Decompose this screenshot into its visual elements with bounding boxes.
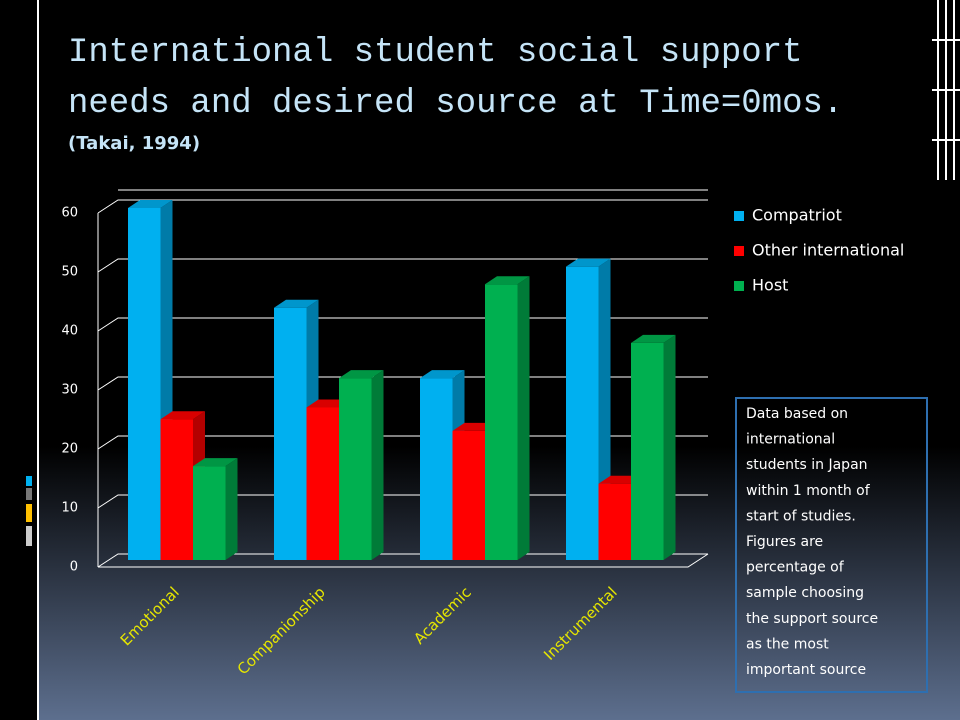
deco [26, 504, 32, 522]
y-tick-label: 10 [61, 501, 78, 516]
legend-swatch [734, 246, 744, 256]
grid-line [97, 258, 708, 273]
bar-front [128, 208, 161, 560]
y-tick-label: 30 [61, 383, 78, 398]
y-tick-label: 0 [70, 560, 78, 575]
bar-side [517, 276, 530, 560]
deco [26, 476, 32, 486]
y-tick-label: 60 [61, 206, 78, 221]
bar [339, 370, 384, 560]
note-line: Data based on [746, 406, 848, 422]
bar-side [663, 334, 676, 560]
note-box [735, 397, 928, 693]
note-line: sample choosing [746, 585, 864, 601]
note-line: international [746, 432, 835, 448]
bar-top [631, 334, 676, 343]
bar-front [420, 378, 453, 560]
bar-top [420, 370, 465, 379]
note-line: within 1 month of [746, 483, 871, 499]
bar [485, 276, 530, 560]
y-tick-label: 20 [61, 442, 78, 457]
legend-label: Other international [752, 241, 904, 260]
bar-front [452, 430, 485, 560]
note-line: students in Japan [746, 457, 868, 473]
bar-front [306, 407, 339, 560]
note-line: as the most [746, 636, 829, 652]
grid-line [97, 199, 708, 214]
y-tick-label: 50 [61, 265, 78, 280]
bar-front [631, 342, 664, 560]
deco [26, 526, 32, 546]
bar-front [598, 483, 631, 560]
note-line: start of studies. [746, 508, 856, 524]
left-band [0, 0, 37, 720]
bar-front [160, 419, 193, 560]
legend-label: Host [752, 276, 788, 295]
note-line: Figures are [746, 534, 823, 550]
bar [193, 458, 238, 560]
y-tick-label: 40 [61, 324, 78, 339]
subtitle: (Takai, 1994) [68, 133, 200, 154]
legend-swatch [734, 281, 744, 291]
bar-top [193, 458, 238, 467]
bar-top [339, 370, 384, 379]
bar-top [274, 299, 319, 308]
bar-front [339, 378, 372, 560]
note-line: the support source [746, 611, 878, 627]
corner-deco [932, 0, 960, 180]
bar-side [371, 370, 384, 560]
bar-front [566, 266, 599, 560]
floor [98, 553, 709, 568]
bar-front [485, 284, 518, 560]
bar-top [128, 200, 173, 208]
legend-swatch [734, 211, 744, 221]
bar-front [193, 466, 226, 560]
bar-side [225, 458, 238, 560]
legend-label: Compatriot [752, 206, 842, 225]
bar-front [274, 307, 307, 560]
bar-top [566, 258, 611, 267]
note-line: important source [746, 662, 866, 678]
deco [26, 488, 32, 500]
title-line-1: International student social support [68, 34, 803, 72]
bar-top [485, 276, 530, 285]
title-line-2: needs and desired source at Time=0mos. [68, 85, 843, 123]
note-line: percentage of [746, 560, 845, 576]
bar [631, 334, 676, 560]
bar-top [160, 411, 205, 420]
